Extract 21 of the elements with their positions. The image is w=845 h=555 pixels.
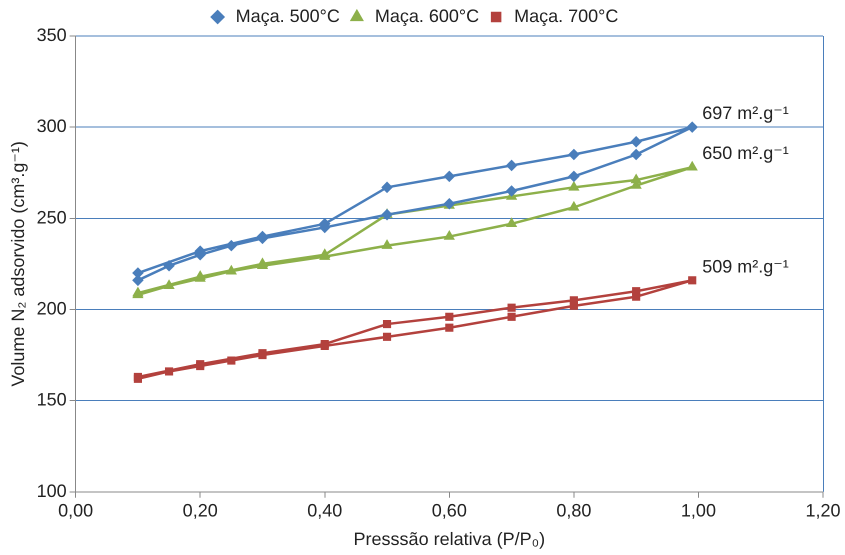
x-tick-label: 1,00 bbox=[680, 500, 716, 521]
y-axis-title: Volume N₂ adsorvido (cm³.g⁻¹) bbox=[8, 141, 28, 387]
legend-label: Maça. 700°C bbox=[514, 6, 618, 26]
x-tick-label: 0,00 bbox=[58, 500, 94, 521]
x-tick-label: 1,20 bbox=[805, 500, 841, 521]
annotation: 697 m².g⁻¹ bbox=[702, 103, 789, 124]
y-tick-label: 300 bbox=[36, 116, 67, 136]
legend-label: Maça. 500°C bbox=[236, 6, 340, 26]
x-axis-title: Presssão relativa (P/P₀) bbox=[354, 529, 546, 550]
x-tick-label: 0,60 bbox=[432, 500, 467, 521]
y-tick-label: 250 bbox=[36, 207, 67, 228]
x-tick-label: 0,40 bbox=[307, 500, 342, 521]
y-tick-label: 350 bbox=[36, 24, 67, 45]
y-tick-label: 200 bbox=[36, 298, 67, 318]
annotation: 509 m².g⁻¹ bbox=[702, 256, 789, 276]
y-tick-label: 100 bbox=[36, 480, 67, 501]
annotation: 650 m².g⁻¹ bbox=[702, 143, 789, 164]
x-tick-label: 0,80 bbox=[556, 500, 592, 521]
y-tick-label: 150 bbox=[36, 390, 67, 410]
x-tick-label: 0,20 bbox=[182, 500, 218, 521]
legend-label: Maça. 600°C bbox=[374, 6, 480, 26]
